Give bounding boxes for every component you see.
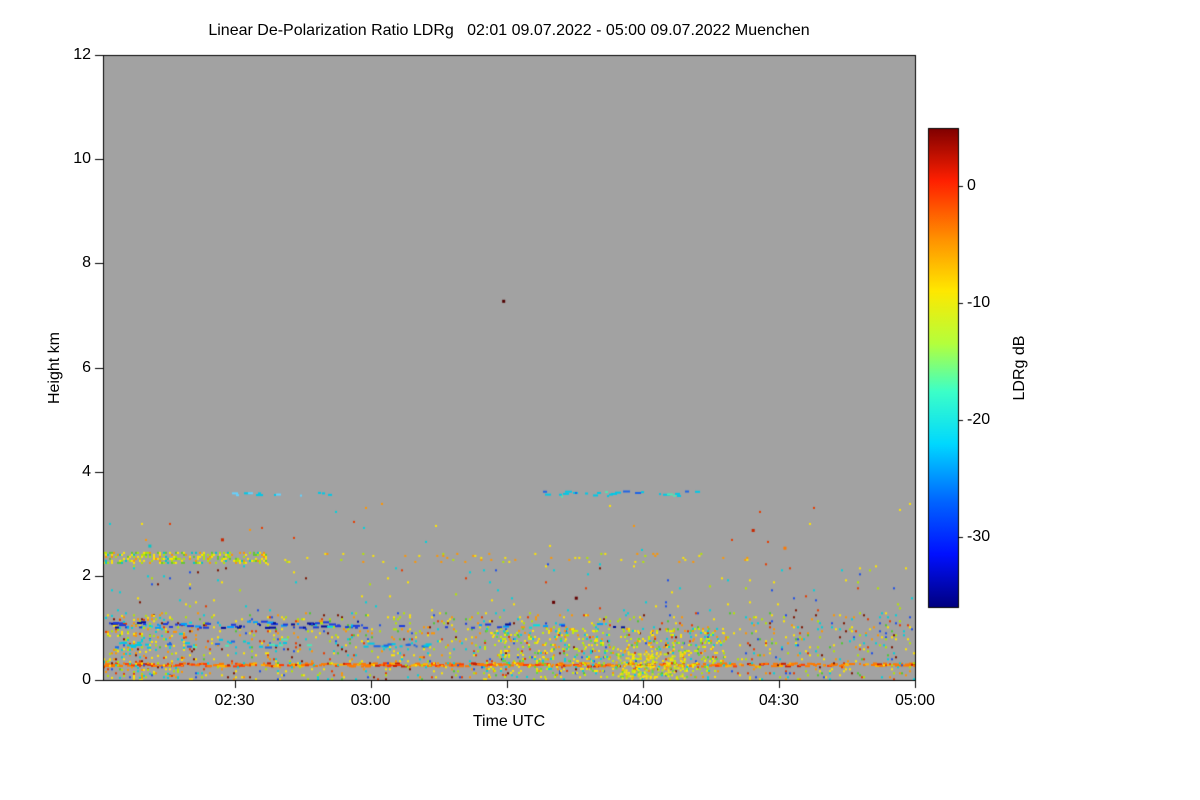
x-tick-label: 03:30: [486, 692, 527, 709]
y-tick-label: 8: [82, 254, 91, 272]
x-tick-label: 04:30: [758, 692, 799, 709]
colorbar-tick-label: 0: [967, 177, 976, 195]
y-tick-label: 12: [73, 46, 91, 63]
y-tick-label: 10: [73, 150, 91, 168]
y-tick-label: 0: [82, 671, 91, 688]
colorbar-tick-label: -30: [967, 527, 991, 545]
plot-title: Linear De-Polarization Ratio LDRg 02:01 …: [208, 22, 810, 39]
y-tick-label: 6: [82, 358, 91, 376]
x-axis-label: Time UTC: [472, 713, 546, 730]
x-tick-label: 04:00: [622, 692, 663, 709]
x-tick-label: 02:30: [214, 692, 255, 709]
y-tick-label: 4: [82, 462, 91, 480]
y-axis-label: Height km: [46, 331, 63, 404]
colorbar-tick-label: -10: [967, 294, 991, 312]
x-tick-label: 03:00: [350, 692, 391, 709]
y-tick-label: 2: [82, 566, 91, 584]
x-tick-label: 05:00: [894, 692, 936, 709]
colorbar-tick-label: -20: [967, 411, 991, 429]
colorbar-label: LDRg dB: [1011, 335, 1028, 400]
